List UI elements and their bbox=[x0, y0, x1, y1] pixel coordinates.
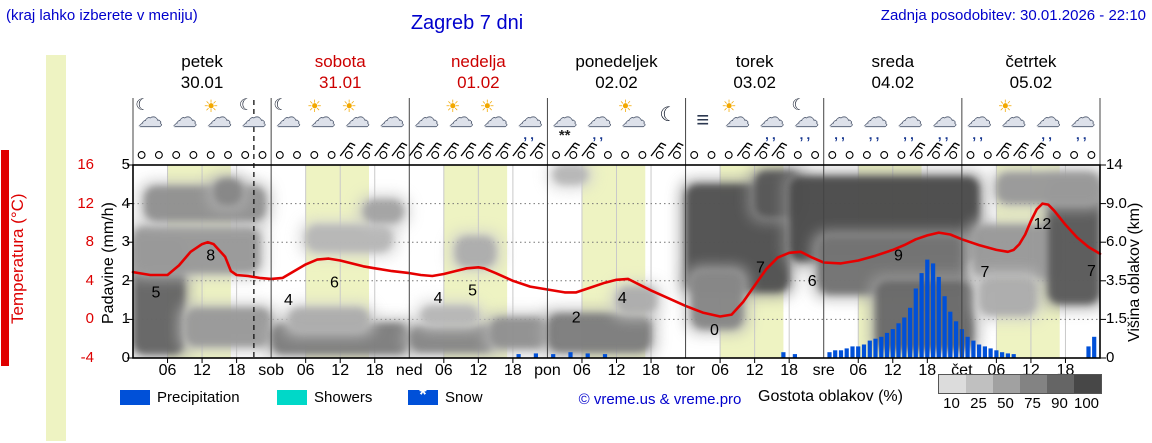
svg-text:7: 7 bbox=[1087, 263, 1096, 280]
svg-text:7: 7 bbox=[980, 264, 989, 281]
svg-text:9: 9 bbox=[894, 248, 903, 265]
svg-text:5: 5 bbox=[468, 282, 477, 299]
svg-text:8: 8 bbox=[206, 248, 215, 265]
svg-text:12: 12 bbox=[1034, 216, 1052, 233]
svg-text:5: 5 bbox=[152, 284, 161, 301]
copyright-link[interactable]: © vreme.us & vreme.pro bbox=[578, 391, 742, 408]
svg-text:4: 4 bbox=[284, 292, 293, 309]
svg-text:6: 6 bbox=[808, 273, 817, 290]
svg-text:4: 4 bbox=[434, 290, 443, 307]
svg-text:2: 2 bbox=[572, 310, 581, 327]
svg-text:0: 0 bbox=[710, 322, 719, 339]
svg-text:4: 4 bbox=[618, 290, 627, 307]
svg-text:7: 7 bbox=[756, 259, 765, 276]
svg-text:6: 6 bbox=[330, 275, 339, 292]
